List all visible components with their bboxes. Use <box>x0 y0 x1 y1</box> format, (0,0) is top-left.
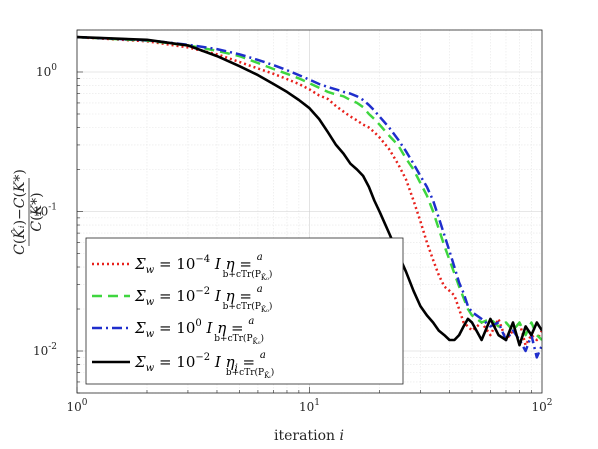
legend: Σw = 10−4 I η = a b+cTr(PK̂₀) Σw = 10−2 I… <box>85 237 404 385</box>
legend-box <box>85 237 404 385</box>
tick-labels: 100 101 102 10-2 10-1 100 <box>33 63 553 414</box>
y-tick-label: 10-2 <box>33 342 57 358</box>
x-tick-label: 100 <box>66 398 87 414</box>
series-line-0 <box>77 35 542 347</box>
y-tick-label: 100 <box>36 63 57 79</box>
y-tick-label: 10-1 <box>33 203 57 219</box>
legend-label-2: Σw = 100 I η = a b+cTr(PK̂₀) <box>134 316 264 346</box>
legend-label-0: Σw = 10−4 I η = a b+cTr(PK̂₀) <box>134 252 272 282</box>
legend-item-0: Σw = 10−4 I η = a b+cTr(PK̂₀) <box>92 252 272 282</box>
series-layer <box>77 35 542 359</box>
x-tick-label: 101 <box>299 398 320 414</box>
x-tick-label: 102 <box>531 398 552 414</box>
x-axis-title: iteration i <box>274 428 344 444</box>
y-axis-title: C(K̂ᵢ)−C(K*) C(K*) <box>10 169 45 255</box>
legend-item-2: Σw = 100 I η = a b+cTr(PK̂₀) <box>92 316 264 346</box>
svg-text:C(K̂ᵢ)−C(K*): C(K̂ᵢ)−C(K*) <box>10 169 28 255</box>
series-line-3 <box>77 35 542 347</box>
svg-text:C(K*): C(K*) <box>29 192 45 231</box>
legend-label-3: Σw = 10−2 I ηi = a b+cTr(PK̂ᵢ) <box>134 350 274 380</box>
series-line-2 <box>77 35 542 359</box>
legend-item-1: Σw = 10−2 I η = a b+cTr(PK̂₀) <box>92 284 272 314</box>
ticks <box>76 29 532 394</box>
legend-item-3: Σw = 10−2 I ηi = a b+cTr(PK̂ᵢ) <box>92 350 274 380</box>
legend-label-1: Σw = 10−2 I η = a b+cTr(PK̂₀) <box>134 284 272 314</box>
